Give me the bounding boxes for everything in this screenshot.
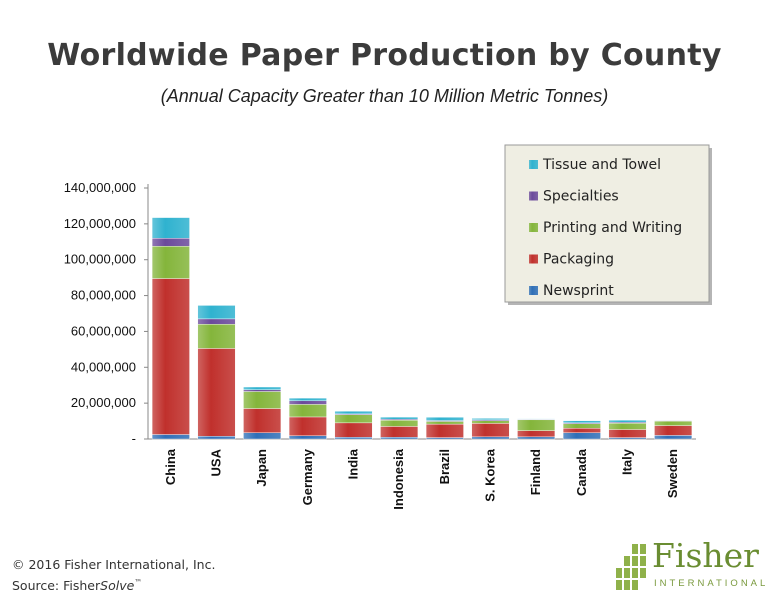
x-tick-label: Brazil (437, 449, 452, 484)
bar-segment (380, 419, 419, 427)
bar-segment (334, 437, 373, 440)
legend-label: Printing and Writing (543, 220, 682, 236)
legend-label: Newsprint (543, 283, 614, 299)
bar-segment (608, 419, 647, 423)
logo-name: Fisher (652, 536, 759, 575)
legend-swatch (529, 191, 538, 201)
bar-segment (517, 418, 556, 420)
bar-segment (288, 435, 327, 440)
logo-mark-icon (616, 544, 646, 590)
bar-segment (380, 437, 419, 440)
legend-swatch (529, 254, 538, 264)
bar-segment (288, 416, 327, 436)
bar-segment (334, 422, 373, 438)
bar-segment (197, 436, 236, 440)
stacked-bar-chart: - 20,000,000 40,000,000 60,000,000 80,000,00… (64, 144, 712, 510)
x-tick-label: Japan (254, 449, 269, 487)
y-tick-label: 20,000,000 (71, 395, 136, 410)
legend-label: Packaging (543, 252, 614, 268)
x-tick-label: Germany (300, 448, 315, 505)
bar-segment (425, 417, 464, 421)
y-tick-label: 140,000,000 (64, 180, 136, 195)
bar-segment (471, 436, 510, 440)
source-text: Source: FisherSolve™ (12, 578, 142, 593)
bar-segment (654, 435, 693, 440)
x-tick-label: USA (209, 448, 224, 476)
bar-segment (243, 386, 282, 390)
bar-segment (425, 423, 464, 438)
x-tick-label: Italy (620, 448, 635, 475)
legend-box (504, 144, 710, 303)
bar-segment (197, 348, 236, 437)
source-italic: Solve (100, 578, 135, 594)
bar-segment (517, 430, 556, 438)
x-tick-label: Canada (574, 448, 589, 496)
bar-segment (608, 423, 647, 430)
bar-segment (562, 423, 601, 429)
bar-segment (562, 428, 601, 433)
bar-segment (654, 420, 693, 426)
source-tm: ™ (134, 578, 143, 587)
bar-segment (243, 432, 282, 440)
chart-title: Worldwide Paper Production by County (47, 38, 722, 73)
copyright-text: © 2016 Fisher International, Inc. (12, 557, 216, 572)
bar-segment (243, 389, 282, 392)
y-tick-label: 120,000,000 (64, 216, 136, 231)
fisher-logo: Fisher INTERNATIONAL (610, 536, 765, 596)
x-tick-label: Sweden (665, 449, 680, 498)
bar-segment (197, 324, 236, 349)
bar-segment (471, 423, 510, 438)
y-tick-label: 60,000,000 (71, 323, 136, 338)
legend-swatch (529, 223, 538, 232)
bar-segment (243, 391, 282, 409)
x-tick-label: Finland (528, 449, 543, 495)
bar-segment (608, 437, 647, 440)
chart-subtitle: (Annual Capacity Greater than 10 Million… (160, 86, 609, 106)
bar-segment (288, 397, 327, 402)
bar-segment (243, 408, 282, 433)
bar-segment (151, 237, 190, 247)
bar-segment (562, 432, 601, 440)
bar-segment (334, 414, 373, 424)
bar-segment (380, 426, 419, 438)
y-tick-label: 100,000,000 (64, 252, 136, 267)
y-tick-label: 40,000,000 (71, 359, 136, 374)
x-tick-label: India (346, 448, 361, 479)
x-tick-label: China (163, 448, 178, 485)
y-tick-label: - (132, 431, 136, 446)
bar-segment (151, 278, 190, 435)
bar-segment (197, 318, 236, 325)
legend-swatch (529, 286, 538, 295)
bar-segment (151, 246, 190, 279)
bar-segment (197, 305, 236, 320)
logo-subtitle: INTERNATIONAL (654, 578, 769, 589)
bar-segment (517, 436, 556, 440)
bar-segment (471, 420, 510, 424)
bar-segment (608, 429, 647, 438)
bar-segment (288, 404, 327, 418)
bar-segment (380, 416, 419, 420)
bar-segment (151, 434, 190, 440)
bar-segment (151, 217, 190, 239)
x-tick-label: S. Korea (483, 448, 498, 502)
legend-label: Specialties (543, 189, 619, 205)
source-prefix: Source: Fisher (12, 578, 101, 594)
bar-segment (471, 418, 510, 421)
bar-segment (425, 437, 464, 440)
legend-label: Tissue and Towel (542, 157, 661, 173)
y-tick-label: 80,000,000 (71, 288, 136, 303)
bar-segment (562, 420, 601, 424)
bar-segment (425, 421, 464, 425)
bar-segment (334, 411, 373, 415)
bar-segment (288, 400, 327, 405)
bar-segment (654, 425, 693, 436)
x-tick-label: Indonesia (391, 448, 406, 509)
bar-segment (517, 419, 556, 431)
legend-swatch (529, 160, 538, 169)
